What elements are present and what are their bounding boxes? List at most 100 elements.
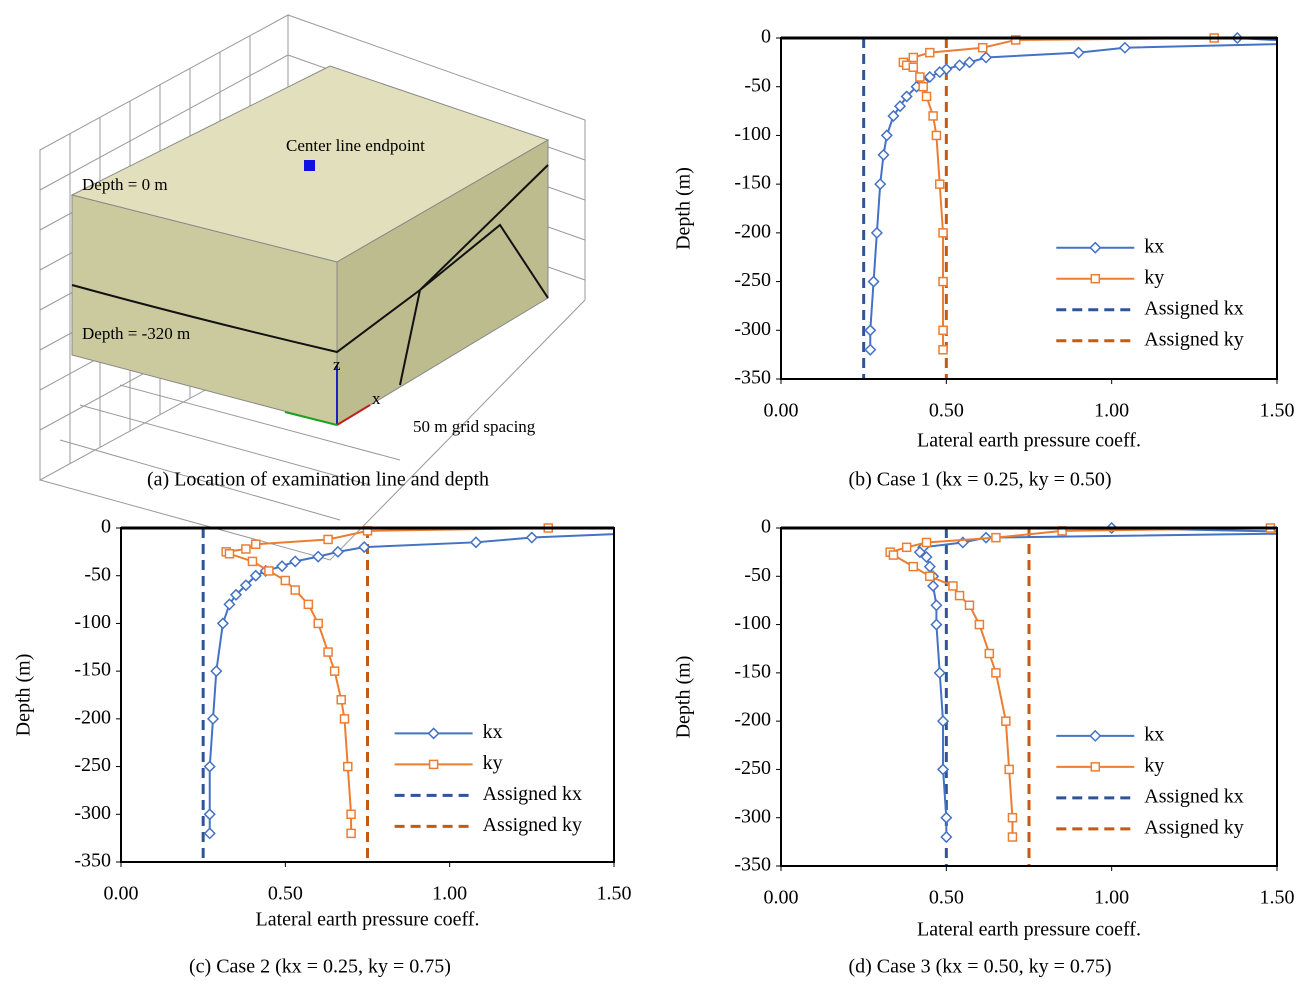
marker — [642, 528, 652, 538]
marker — [991, 532, 1001, 543]
chart: 0 -50 -100 -150 -200 -250 -300 -350 0.00 0.50 1.00… — [673, 516, 1295, 978]
plot-data — [862, 32, 1277, 379]
x-axis — [336, 404, 371, 426]
marker — [915, 72, 925, 82]
marker — [331, 545, 344, 558]
marker — [933, 666, 946, 679]
marker — [921, 91, 932, 102]
y-tick-label: -100 — [74, 611, 111, 633]
marker — [936, 715, 950, 728]
y-tick-label: -50 — [84, 563, 111, 585]
marker — [239, 579, 252, 592]
y-tick-label: 0 — [761, 26, 771, 48]
marker — [931, 130, 942, 141]
marker — [921, 537, 932, 548]
marker — [289, 555, 302, 568]
plot-data — [885, 522, 1277, 866]
marker — [908, 561, 919, 572]
marker — [913, 546, 926, 559]
marker — [940, 63, 953, 76]
x-tick-label: 0.50 — [929, 400, 964, 422]
marker — [923, 70, 936, 84]
marker — [312, 550, 325, 563]
endpoint-marker — [304, 160, 315, 171]
y-tick-label: -300 — [734, 805, 771, 827]
marker — [864, 324, 877, 337]
marker — [893, 100, 907, 113]
marker — [223, 598, 236, 611]
legend-label: kx — [1144, 235, 1164, 257]
legend-label: kx — [1144, 723, 1164, 745]
marker — [229, 588, 243, 601]
marker — [224, 549, 235, 559]
marker — [908, 52, 919, 63]
marker — [290, 585, 300, 595]
panel-a: Center line endpoint Depth = 0 m Depth =… — [39, 14, 586, 561]
x-tick-label: 0.00 — [764, 400, 799, 422]
marker — [303, 599, 314, 610]
marker — [934, 179, 945, 189]
y-tick-label: -200 — [734, 709, 771, 731]
marker — [974, 619, 985, 630]
marker — [203, 808, 216, 821]
y-tick-label: -300 — [74, 802, 111, 824]
caption: (d) Case 3 (kx = 0.50, ky = 0.75) — [848, 956, 1111, 978]
marker — [925, 47, 935, 58]
marker — [870, 226, 883, 239]
x-tick-label: 0.50 — [268, 883, 303, 905]
marker — [1001, 716, 1011, 726]
marker — [940, 830, 953, 844]
legend-marker — [1089, 241, 1102, 254]
y-tick-label: -50 — [744, 74, 771, 96]
x-tick-label: 1.50 — [1260, 400, 1295, 422]
chart: 0 -50 -100 -150 -200 -250 -300 -350 0.00 0.50 1.00… — [13, 516, 652, 978]
legend-marker — [1089, 729, 1102, 742]
marker — [346, 809, 356, 820]
marker — [923, 560, 936, 573]
marker — [979, 51, 993, 64]
legend-marker — [1090, 762, 1101, 772]
marker — [900, 90, 913, 103]
marker — [358, 541, 371, 554]
series-line — [901, 37, 1215, 350]
y-tick-label: -200 — [74, 706, 111, 728]
marker — [938, 345, 948, 355]
label: z — [333, 355, 341, 374]
y-tick-label: -150 — [74, 659, 111, 681]
y-axis-label: Depth (m) — [673, 656, 695, 739]
marker — [1007, 812, 1018, 823]
marker — [210, 665, 223, 678]
x-axis-label: Lateral earth pressure coeff. — [917, 430, 1141, 452]
legend-label: kx — [483, 721, 503, 743]
marker — [241, 544, 251, 554]
marker — [264, 566, 274, 576]
label: 50 m grid spacing — [413, 417, 536, 436]
y-tick-label: 0 — [761, 516, 771, 538]
marker — [930, 599, 943, 612]
marker — [920, 550, 933, 564]
legend-marker — [428, 759, 439, 770]
legend-marker — [427, 727, 440, 740]
marker — [247, 556, 258, 567]
marker — [936, 763, 950, 776]
x-tick-label: 0.50 — [929, 887, 964, 909]
legend-label: Assigned kx — [1144, 297, 1243, 319]
legend-label: Assigned kx — [1144, 785, 1243, 807]
marker — [313, 618, 323, 629]
marker — [953, 59, 966, 72]
legend-label: ky — [1144, 754, 1164, 776]
marker — [940, 811, 953, 824]
label: Center line endpoint — [286, 136, 425, 155]
legend-label: Assigned kx — [483, 783, 582, 805]
y-tick-label: -150 — [734, 172, 771, 194]
label: Depth = 0 m — [82, 175, 168, 194]
label: x — [372, 389, 381, 408]
marker — [963, 56, 976, 69]
marker — [1004, 764, 1014, 775]
label: Depth = -320 m — [82, 324, 190, 343]
legend-marker — [1090, 273, 1101, 284]
marker — [964, 600, 975, 611]
marker — [1011, 35, 1021, 45]
y-tick-label: 0 — [101, 516, 111, 538]
marker — [323, 534, 333, 545]
